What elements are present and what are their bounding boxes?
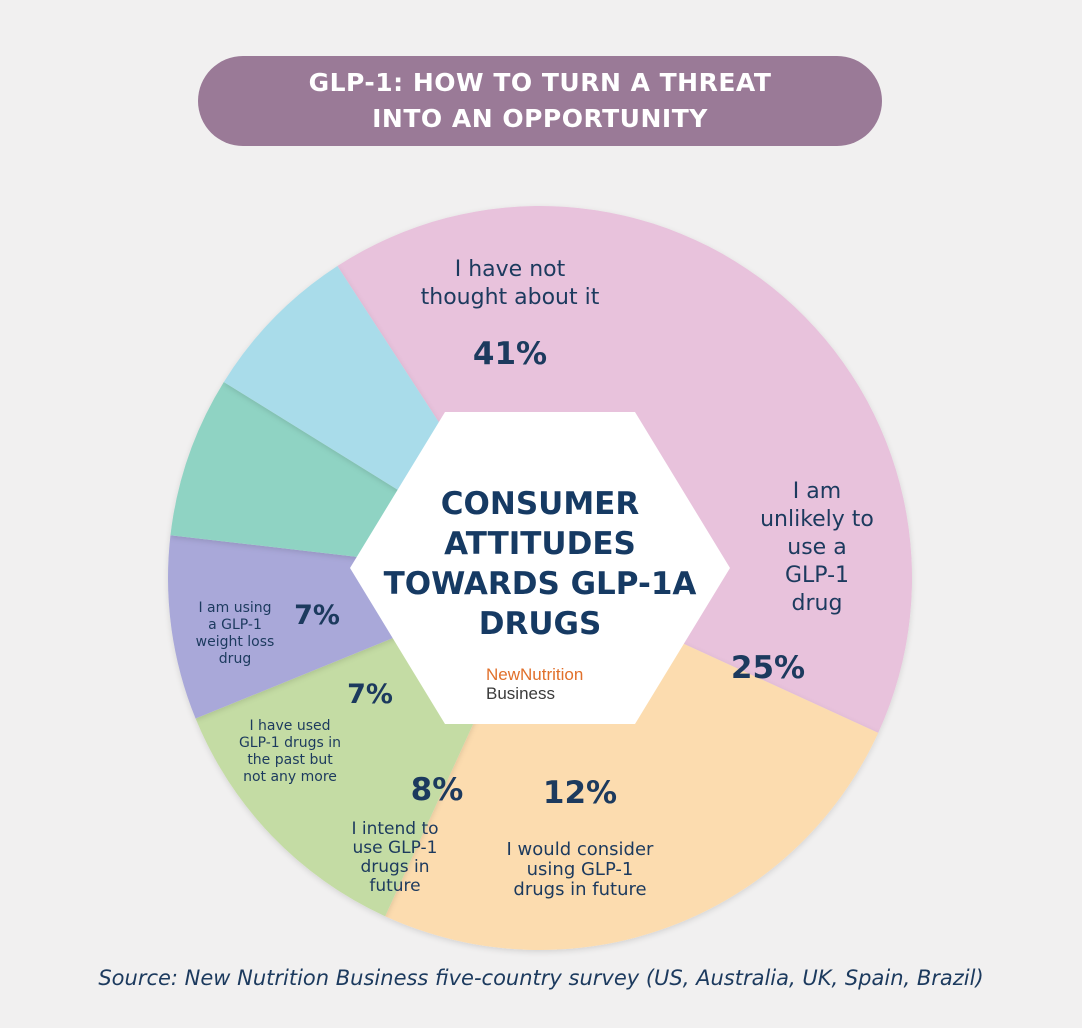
label-line: use a — [787, 535, 847, 560]
source-note: Source: New Nutrition Business five-coun… — [98, 966, 984, 990]
slice-label-consider: I would consider using GLP-1 drugs in fu… — [485, 840, 675, 900]
label-line: unlikely to — [760, 507, 874, 532]
label-line: not any more — [243, 769, 337, 785]
new-nutrition-business-logo: NewNutrition Business — [470, 665, 620, 703]
label-line: future — [369, 876, 421, 896]
label-line: GLP-1 — [784, 563, 850, 588]
center-title-line: DRUGS — [478, 606, 602, 642]
label-line: use GLP-1 — [352, 838, 438, 858]
label-line: using GLP-1 — [526, 859, 634, 880]
slice-value-not-thought: 41% — [472, 336, 548, 372]
label-line: I would consider — [506, 839, 654, 860]
slice-value-using: 7% — [294, 600, 340, 631]
label-line: weight loss — [195, 634, 275, 650]
center-title: CONSUMER ATTITUDES TOWARDS GLP-1A DRUGS — [370, 484, 710, 644]
label-line: drugs in — [360, 857, 430, 877]
label-line: I intend to — [351, 819, 439, 839]
center-title-line: CONSUMER — [440, 486, 640, 522]
banner-line-1: GLP-1: HOW TO TURN A THREAT — [308, 68, 772, 97]
slice-value-used: 7% — [347, 679, 393, 710]
label-line: drugs in future — [513, 879, 647, 900]
label-line: I am — [792, 479, 842, 504]
center-title-line: TOWARDS GLP-1A — [383, 566, 697, 602]
slice-label-not-thought: I have not thought about it — [360, 256, 660, 312]
slice-value-consider: 12% — [542, 775, 618, 811]
label-line: drug — [791, 591, 843, 616]
label-line: I am using — [198, 600, 272, 616]
label-line: drug — [218, 651, 252, 667]
title-banner: GLP-1: HOW TO TURN A THREAT INTO AN OPPO… — [198, 56, 882, 146]
label-line: GLP-1 drugs in — [238, 735, 342, 751]
label-line: I have used — [249, 718, 331, 734]
logo-line-1: NewNutrition — [486, 665, 584, 684]
label-line: thought about it — [420, 285, 600, 310]
label-line: a GLP-1 — [208, 617, 262, 633]
slice-label-unlikely: I am unlikely to use a GLP-1 drug — [752, 478, 882, 618]
label-line: the past but — [247, 752, 333, 768]
label-line: I have not — [454, 257, 566, 282]
center-hexagon — [350, 412, 730, 724]
slice-label-used: I have used GLP-1 drugs in the past but … — [225, 718, 355, 786]
banner-line-2: INTO AN OPPORTUNITY — [372, 104, 708, 133]
slice-value-intend: 8% — [410, 772, 464, 808]
logo-line-2: Business — [486, 684, 555, 703]
center-title-line: ATTITUDES — [444, 526, 636, 562]
slice-value-unlikely: 25% — [730, 650, 806, 686]
slice-label-using: I am using a GLP-1 weight loss drug — [185, 600, 285, 668]
slice-label-intend: I intend to use GLP-1 drugs in future — [330, 820, 460, 896]
